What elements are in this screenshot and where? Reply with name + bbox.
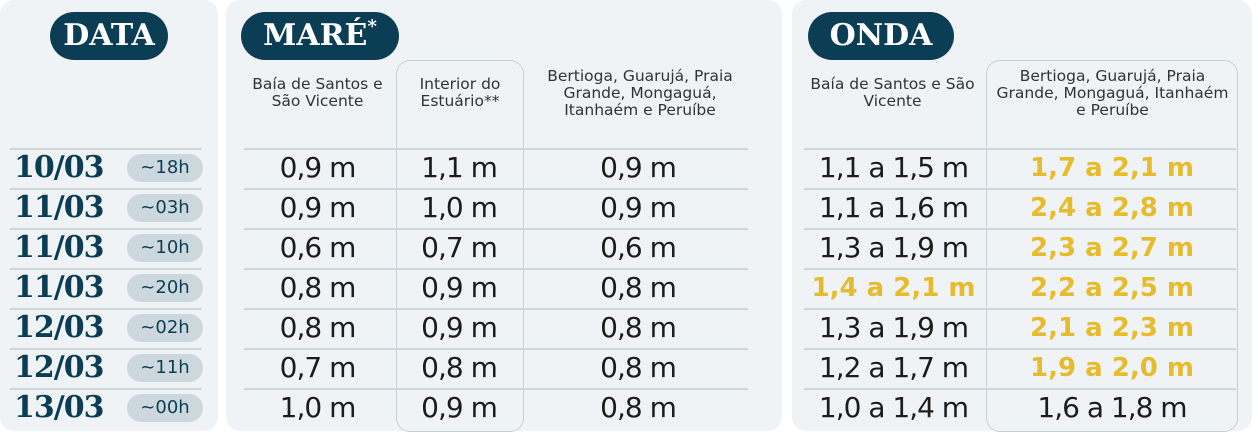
time-badge: ~00h	[127, 394, 203, 422]
mare-value: 0,9 m	[600, 191, 677, 224]
time-badge: ~03h	[127, 194, 203, 222]
mare-estuario-column-box	[396, 60, 524, 432]
row-divider	[10, 148, 202, 150]
mare-value: 0,8 m	[421, 351, 498, 384]
mare-value: 0,6 m	[600, 231, 677, 264]
onda-value: 1,7 a 2,1 m	[1030, 153, 1194, 183]
date-label: 13/03	[14, 390, 104, 425]
onda-value: 1,1 a 1,6 m	[818, 191, 969, 224]
row-divider	[804, 228, 1236, 230]
onda-value: 1,0 a 1,4 m	[818, 391, 969, 424]
time-badge: ~02h	[127, 314, 203, 342]
onda-title: ONDA	[808, 12, 954, 60]
onda-litoral-column-box	[986, 60, 1238, 432]
onda-value: 2,4 a 2,8 m	[1030, 193, 1194, 223]
mare-header-litoral: Bertioga, Guarujá, Praia Grande, Mongagu…	[547, 67, 733, 119]
row-divider	[244, 148, 748, 150]
date-label: 12/03	[14, 350, 104, 385]
onda-value: 1,2 a 1,7 m	[818, 351, 969, 384]
mare-value: 0,6 m	[279, 231, 357, 264]
date-label: 10/03	[14, 150, 104, 185]
row-divider	[804, 148, 1236, 150]
mare-value: 0,9 m	[421, 271, 498, 304]
data-title: DATA	[50, 12, 168, 60]
mare-value: 0,8 m	[600, 271, 677, 304]
mare-value: 0,8 m	[600, 391, 677, 424]
mare-value: 0,7 m	[421, 231, 498, 264]
date-label: 11/03	[14, 190, 104, 225]
onda-header-santos: Baía de Santos e São Vicente	[810, 75, 975, 110]
mare-value: 0,8 m	[600, 351, 677, 384]
onda-title-text: ONDA	[829, 18, 933, 53]
row-divider	[10, 268, 202, 270]
onda-header-litoral: Bertioga, Guarujá, Praia Grande, Mongagu…	[996, 67, 1229, 119]
date-label: 12/03	[14, 310, 104, 345]
onda-value: 1,1 a 1,5 m	[818, 151, 969, 184]
onda-value: 2,2 a 2,5 m	[1030, 273, 1194, 303]
onda-value: 2,1 a 2,3 m	[1030, 313, 1194, 343]
row-divider	[10, 388, 202, 390]
onda-value: 1,3 a 1,9 m	[818, 231, 969, 264]
onda-value: 1,9 a 2,0 m	[1030, 353, 1194, 383]
mare-value: 0,8 m	[279, 271, 357, 304]
mare-value: 0,8 m	[600, 311, 677, 344]
time-badge: ~11h	[127, 354, 203, 382]
data-title-text: DATA	[63, 18, 155, 53]
row-divider	[10, 188, 202, 190]
mare-value: 0,9 m	[600, 151, 677, 184]
row-divider	[804, 188, 1236, 190]
row-divider	[10, 348, 202, 350]
mare-value: 0,9 m	[421, 391, 498, 424]
mare-header-santos: Baía de Santos e São Vicente	[252, 75, 383, 110]
mare-value: 0,9 m	[421, 311, 498, 344]
row-divider	[244, 348, 748, 350]
mare-title: MARÉ*	[241, 12, 399, 60]
row-divider	[244, 228, 748, 230]
row-divider	[10, 308, 202, 310]
mare-asterisk: *	[367, 16, 377, 37]
mare-value: 1,1 m	[421, 151, 498, 184]
mare-value: 1,0 m	[279, 391, 357, 424]
onda-value: 1,6 a 1,8 m	[1037, 391, 1187, 424]
row-divider	[244, 268, 748, 270]
mare-header-estuario: Interior do Estuário**	[419, 75, 501, 110]
row-divider	[244, 308, 748, 310]
onda-value: 2,3 a 2,7 m	[1030, 233, 1194, 263]
row-divider	[804, 388, 1236, 390]
mare-value: 0,9 m	[279, 151, 357, 184]
mare-panel	[226, 0, 782, 431]
row-divider	[804, 268, 1236, 270]
mare-value: 0,9 m	[279, 191, 357, 224]
onda-value: 1,3 a 1,9 m	[818, 311, 969, 344]
mare-value: 1,0 m	[421, 191, 498, 224]
onda-panel	[792, 0, 1252, 431]
row-divider	[804, 348, 1236, 350]
time-badge: ~20h	[127, 274, 203, 302]
row-divider	[10, 228, 202, 230]
row-divider	[244, 388, 748, 390]
row-divider	[804, 308, 1236, 310]
row-divider	[244, 188, 748, 190]
onda-value: 1,4 a 2,1 m	[811, 273, 976, 303]
mare-title-text: MARÉ	[263, 18, 368, 53]
date-label: 11/03	[14, 230, 104, 265]
mare-value: 0,8 m	[279, 311, 357, 344]
time-badge: ~10h	[127, 234, 203, 262]
mare-value: 0,7 m	[279, 351, 357, 384]
date-label: 11/03	[14, 270, 104, 305]
time-badge: ~18h	[127, 154, 203, 182]
